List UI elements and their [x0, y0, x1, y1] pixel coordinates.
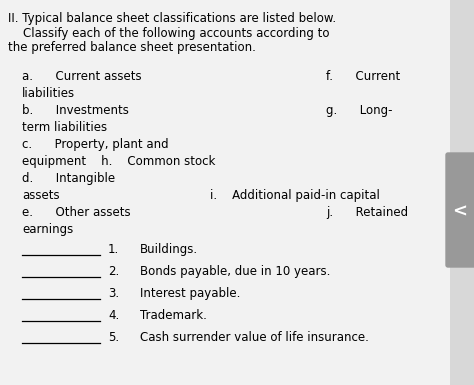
Text: Trademark.: Trademark. [140, 309, 207, 322]
Text: term liabilities: term liabilities [22, 121, 107, 134]
FancyBboxPatch shape [446, 153, 474, 267]
Text: 3.: 3. [108, 287, 119, 300]
Text: Classify each of the following accounts according to: Classify each of the following accounts … [8, 27, 329, 40]
Text: 2.: 2. [108, 265, 119, 278]
Text: <: < [453, 203, 467, 221]
Text: Bonds payable, due in 10 years.: Bonds payable, due in 10 years. [140, 265, 330, 278]
Text: b.      Investments: b. Investments [22, 104, 129, 117]
Text: equipment    h.    Common stock: equipment h. Common stock [22, 155, 215, 168]
Text: 5.: 5. [108, 331, 119, 344]
Text: Interest payable.: Interest payable. [140, 287, 240, 300]
Text: a.      Current assets: a. Current assets [22, 70, 142, 83]
Text: j.      Retained: j. Retained [326, 206, 408, 219]
Text: earnings: earnings [22, 223, 73, 236]
Text: the preferred balance sheet presentation.: the preferred balance sheet presentation… [8, 41, 256, 54]
Text: assets: assets [22, 189, 60, 202]
Text: Cash surrender value of life insurance.: Cash surrender value of life insurance. [140, 331, 369, 344]
Text: 1.: 1. [108, 243, 119, 256]
Text: d.      Intangible: d. Intangible [22, 172, 115, 185]
Text: II. Typical balance sheet classifications are listed below.: II. Typical balance sheet classification… [8, 12, 336, 25]
Text: 4.: 4. [108, 309, 119, 322]
Text: g.      Long-: g. Long- [326, 104, 392, 117]
Text: Buildings.: Buildings. [140, 243, 198, 256]
Text: f.      Current: f. Current [326, 70, 400, 83]
Text: c.      Property, plant and: c. Property, plant and [22, 138, 169, 151]
Text: liabilities: liabilities [22, 87, 75, 100]
Text: e.      Other assets: e. Other assets [22, 206, 131, 219]
Text: i.    Additional paid-in capital: i. Additional paid-in capital [210, 189, 380, 202]
